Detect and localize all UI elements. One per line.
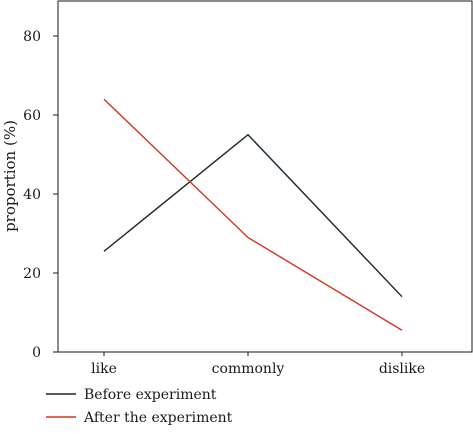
y-tick-label: 60 (23, 108, 41, 124)
y-tick-label: 40 (23, 187, 41, 203)
series-line-0 (104, 135, 402, 297)
legend-label-0: Before experiment (84, 387, 217, 403)
x-tick-label-commonly: commonly (212, 361, 285, 377)
legend-label-1: After the experiment (83, 410, 233, 426)
y-axis-label: proportion (%) (1, 120, 19, 232)
y-tick-label: 80 (23, 29, 41, 45)
x-tick-label-dislike: dislike (379, 361, 425, 377)
series-layer (104, 99, 402, 330)
legend: Before experiment After the experiment (46, 387, 233, 426)
y-axis: 0 20 40 60 80 (23, 29, 58, 361)
plot-frame (58, 1, 472, 352)
y-tick-label: 0 (32, 345, 41, 361)
y-tick-label: 20 (23, 266, 41, 282)
x-axis: like commonly dislike (91, 352, 425, 377)
x-tick-label-like: like (91, 361, 117, 377)
